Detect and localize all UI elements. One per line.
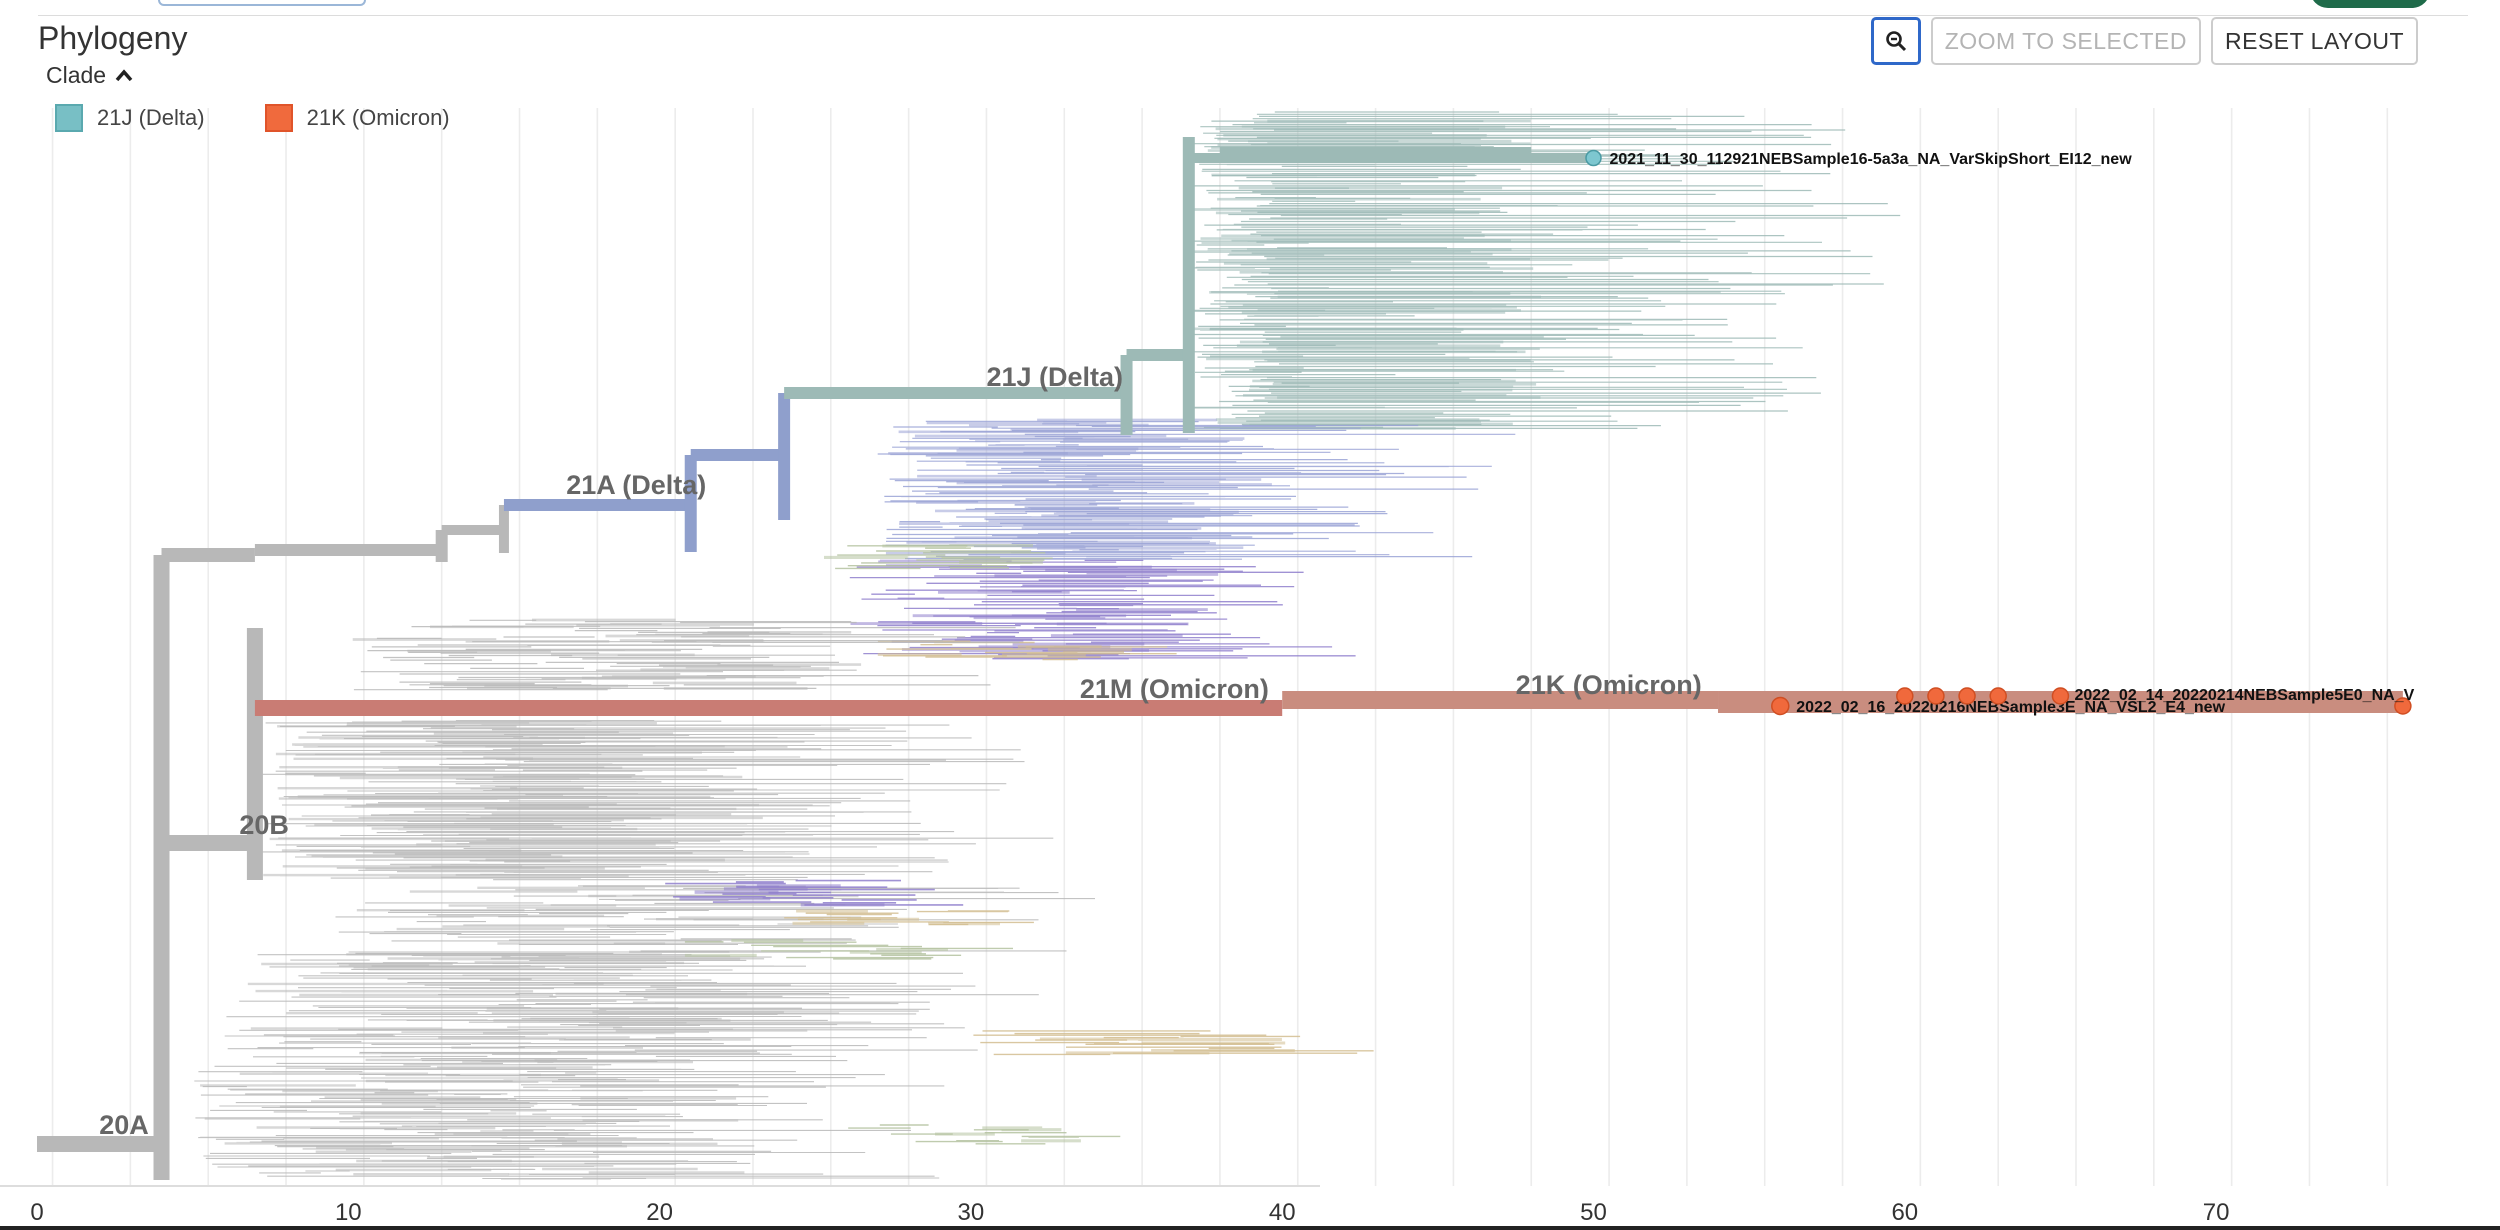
basal-cluster-5-core: [200, 1059, 745, 1176]
previous-panel-button[interactable]: [2310, 0, 2430, 8]
clade-label: 21M (Omicron): [1080, 674, 1269, 704]
tip-marker: [2051, 687, 2070, 705]
basal-cluster-4-core: [247, 950, 821, 1062]
tip-label: 2021_11_30_112921NEBSample16-5a3a_NA_Var…: [1610, 151, 2133, 168]
basal-cluster-3: [335, 884, 1095, 946]
basal-cluster-3-core: [356, 884, 862, 945]
x-tick-label: 70: [2203, 1199, 2230, 1226]
delta-21a-cluster: [877, 418, 1516, 560]
tip-marker: [1771, 696, 1790, 716]
reset-layout-button[interactable]: RESET LAYOUT: [2211, 17, 2418, 65]
basal-cluster-4: [224, 950, 1067, 1062]
chevron-up-icon: [115, 68, 133, 81]
zoom-out-button[interactable]: [1870, 17, 1921, 65]
tip-marker: [1989, 687, 2007, 705]
zoom-out-icon: [1885, 31, 1906, 52]
green-clade-b: [684, 938, 1013, 960]
green-clade-a: [824, 544, 1053, 570]
delta-21j-cluster-core: [1190, 119, 1544, 430]
clade-label: 20A: [99, 1110, 149, 1140]
x-tick-label: 20: [646, 1199, 673, 1226]
x-tick-label: 60: [1891, 1199, 1918, 1226]
selected-tips: 2021_11_30_112921NEBSample16-5a3a_NA_Var…: [1585, 149, 2415, 716]
delta-21a-cluster-core: [885, 418, 1272, 555]
delta-21j-cluster: [1188, 111, 1901, 430]
tan-clade-a: [877, 640, 1177, 661]
x-tick-label: 0: [30, 1199, 43, 1226]
tan-clade-a-core: [877, 645, 1132, 657]
panel-divider: [38, 15, 2468, 16]
tree-toolbar: ZOOM TO SELECTED RESET LAYOUT: [1870, 17, 2418, 65]
purple-clade-b-core: [679, 884, 885, 907]
basal-cluster-5: [194, 1059, 945, 1180]
legend-item-21k-omicron[interactable]: 21K (Omicron): [264, 104, 450, 132]
tan-clade-c-core: [1039, 1037, 1295, 1055]
panel-title: Phylogeny: [38, 20, 188, 56]
tip-marker: [1585, 149, 1602, 167]
green-clade-b-branches: [684, 941, 1013, 960]
x-tick-label: 40: [1269, 1199, 1296, 1226]
clade-label: 21J (Delta): [986, 362, 1123, 392]
tan-clade-b: [784, 909, 1034, 926]
x-tick-label: 10: [335, 1199, 362, 1226]
tip-label: 2022_02_14_20220214NEBSample5E0_NA_V: [2074, 687, 2414, 704]
clade-labels: 20A 20B 21A (Delta) 21J (Delta) 21M (Omicron…: [99, 362, 1701, 1140]
legend-item-21j-delta[interactable]: 21J (Delta): [55, 104, 205, 132]
clade-label: 21A (Delta): [566, 470, 706, 500]
basal-cluster-1-core: [352, 618, 862, 690]
x-tick-label: 50: [1580, 1199, 1607, 1226]
legend-label: 21K (Omicron): [306, 105, 450, 130]
legend-label: 21J (Delta): [97, 105, 205, 130]
green-clade-c-branches: [848, 1124, 1121, 1145]
tip-marker: [1927, 687, 1945, 705]
bottom-edge: [0, 1226, 2500, 1230]
basal-cluster-2-core: [263, 721, 763, 878]
tan-clade-c: [973, 1030, 1374, 1056]
basal-cluster-5-branches: [194, 1060, 945, 1180]
delta-21i-cluster: [849, 559, 1356, 660]
zoom-to-selected-button[interactable]: ZOOM TO SELECTED: [1930, 17, 2202, 65]
green-clade-b-core: [684, 938, 948, 957]
legend-swatch: [55, 104, 83, 132]
tan-clade-b-core: [792, 909, 1000, 926]
basal-cluster-1: [352, 618, 1020, 691]
clade-toggle-label: Clade: [46, 62, 107, 88]
previous-panel-control[interactable]: [158, 0, 366, 6]
clade-legend-toggle[interactable]: Clade: [46, 62, 134, 89]
tip-marker: [2394, 697, 2412, 715]
tip-marker: [1896, 687, 1914, 705]
legend-swatch: [264, 104, 293, 132]
x-axis: 0 10 20 30 40 50 60 70: [0, 1185, 2500, 1230]
tree-tips: [194, 111, 1901, 1180]
clade-legend: 21J (Delta) 21K (Omicron): [55, 104, 450, 132]
grid-lines: [51, 108, 2389, 1186]
green-clade-c: [848, 1124, 1121, 1145]
green-clade-c-core: [935, 1126, 1081, 1143]
x-tick-label: 30: [958, 1199, 985, 1226]
purple-clade-b: [665, 879, 964, 907]
tip-marker: [1958, 687, 1976, 705]
green-clade-a-core: [824, 544, 1043, 564]
clade-label: 21K (Omicron): [1516, 670, 1702, 700]
basal-cluster-2: [255, 719, 1054, 881]
top-strip: [0, 0, 2500, 16]
clade-label: 20B: [239, 810, 289, 840]
